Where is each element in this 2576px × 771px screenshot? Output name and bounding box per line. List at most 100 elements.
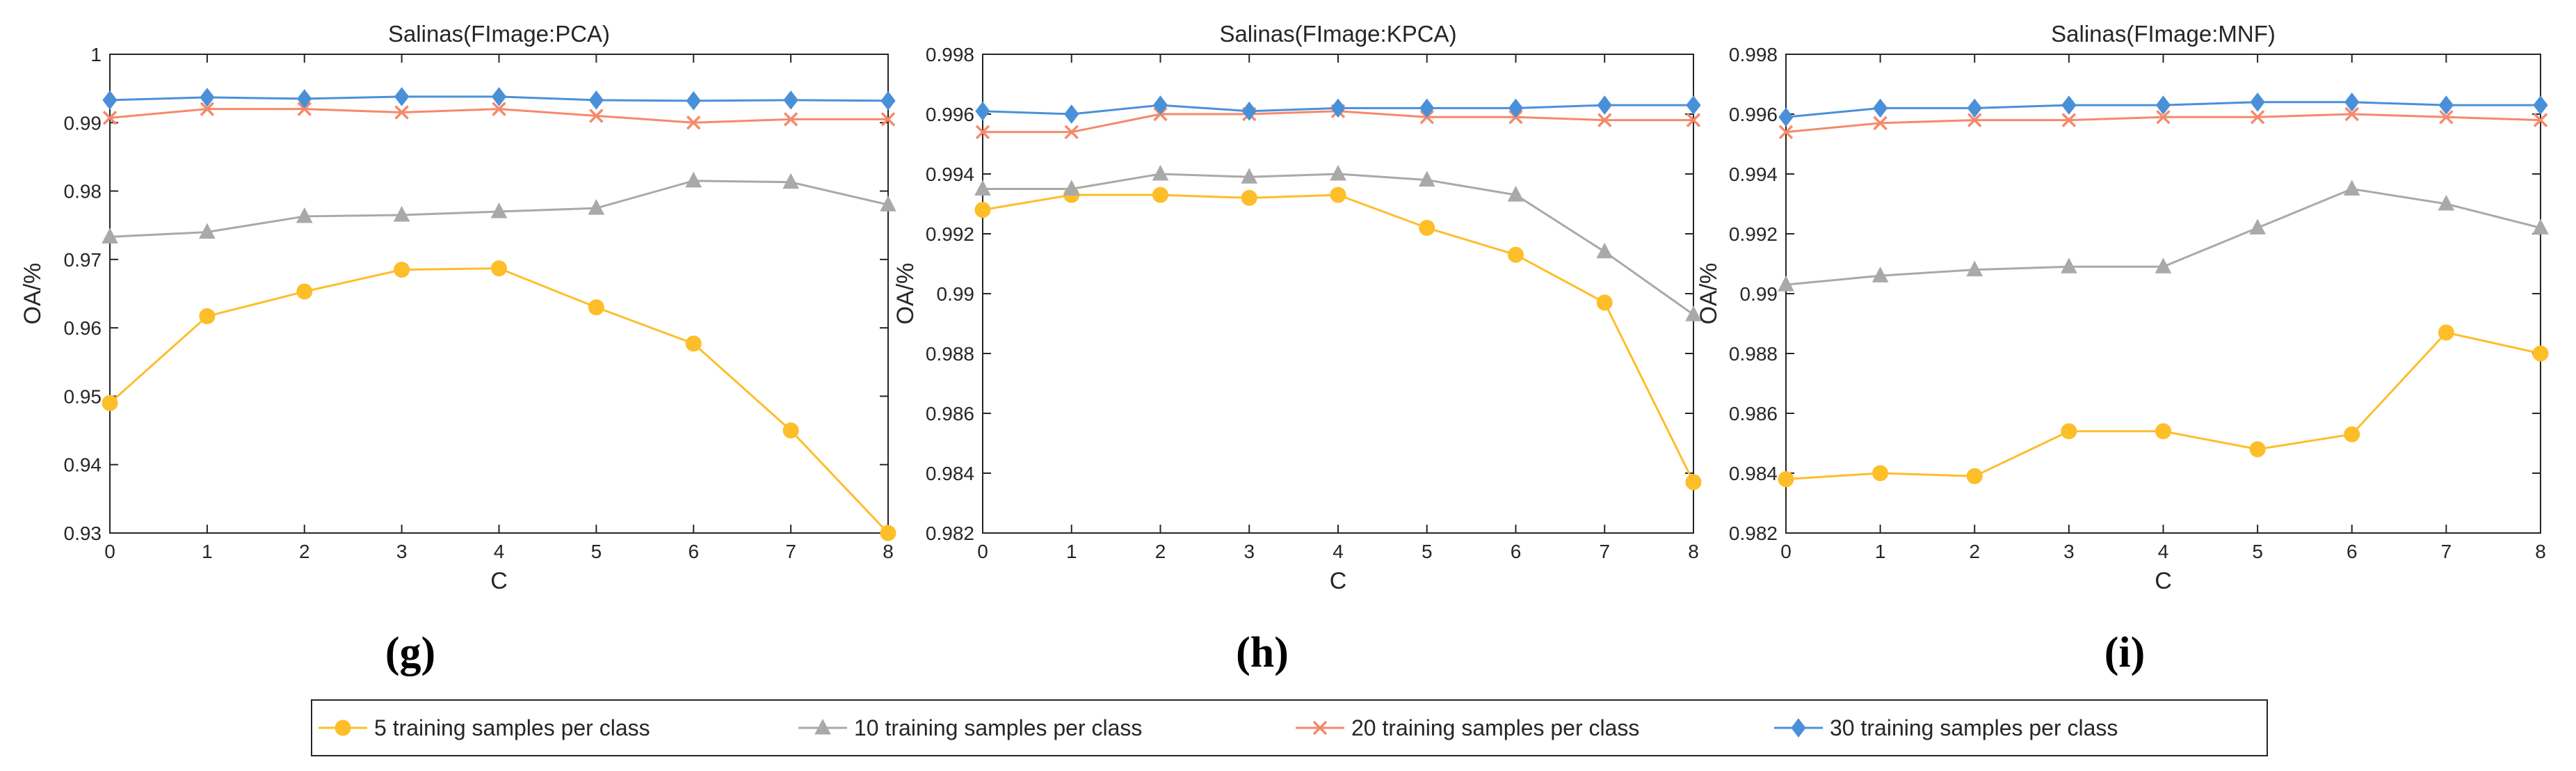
- data-point: [2344, 92, 2360, 112]
- y-tick-label: 1: [90, 44, 102, 65]
- series-0: [974, 186, 1702, 491]
- data-point: [2061, 113, 2077, 127]
- data-point: [1152, 95, 1168, 115]
- legend-marker: [1791, 718, 1806, 738]
- data-point: [102, 90, 118, 110]
- data-point: [1419, 219, 1435, 236]
- data-point: [199, 223, 216, 239]
- x-tick-label: 1: [1875, 541, 1886, 562]
- data-point: [2344, 426, 2360, 443]
- data-point: [1872, 98, 1888, 118]
- y-tick-label: 0.992: [1729, 223, 1778, 245]
- x-axis-label: C: [2155, 568, 2172, 594]
- data-point: [1418, 170, 1435, 187]
- data-point: [1685, 474, 1702, 491]
- chart-panel-2: Salinas(FImage:MNF) 0.982 0.984 0.986 0.988 0…: [1696, 21, 2549, 594]
- data-point: [2155, 257, 2172, 273]
- data-point: [2155, 423, 2171, 440]
- y-tick-label: 0.984: [926, 463, 974, 484]
- data-point: [1686, 113, 1701, 127]
- series-0: [102, 260, 896, 541]
- y-tick-label: 0.99: [1740, 283, 1778, 305]
- data-point: [1330, 98, 1346, 118]
- y-tick-label: 0.988: [926, 343, 974, 365]
- data-point: [782, 173, 799, 189]
- x-axis-label: C: [1330, 568, 1347, 594]
- x-tick-label: 2: [299, 541, 310, 562]
- data-point: [685, 171, 702, 188]
- x-tick-label: 3: [396, 541, 408, 562]
- data-point: [1064, 104, 1079, 124]
- data-point: [2343, 180, 2360, 196]
- y-tick-label: 0.988: [1729, 343, 1778, 365]
- data-point: [102, 111, 118, 125]
- data-point: [1241, 168, 1258, 184]
- legend-marker: [1312, 720, 1328, 736]
- data-point: [1966, 260, 1983, 277]
- legend-marker: [814, 718, 831, 735]
- x-tick-label: 5: [591, 541, 602, 562]
- y-axis-label: OA/%: [19, 263, 46, 325]
- data-point: [102, 228, 118, 244]
- data-point: [1871, 267, 1889, 283]
- data-point: [200, 88, 215, 107]
- data-point: [1508, 98, 1524, 118]
- data-point: [1064, 125, 1079, 140]
- data-point: [685, 335, 702, 352]
- y-tick-label: 0.998: [926, 44, 974, 65]
- y-tick-label: 0.994: [1729, 164, 1778, 185]
- data-point: [1597, 113, 1612, 127]
- y-tick-label: 0.992: [926, 223, 974, 245]
- panel-label: (g): [385, 629, 435, 676]
- x-axis-label: C: [490, 568, 508, 594]
- series-3: [1778, 92, 2548, 127]
- y-tick-label: 0.97: [64, 249, 102, 271]
- legend-box: [311, 699, 2268, 756]
- series-3: [975, 95, 1701, 124]
- legend-label: 30 training samples per class: [1830, 715, 2118, 740]
- legend-label: 20 training samples per class: [1351, 715, 1639, 740]
- data-point: [1241, 189, 1257, 206]
- data-point: [2250, 110, 2265, 125]
- plot-frame: [982, 54, 1694, 534]
- y-tick-label: 0.99: [937, 283, 975, 305]
- x-tick-label: 4: [1333, 541, 1344, 562]
- series-1: [974, 164, 1702, 321]
- data-point: [974, 202, 991, 218]
- y-tick-label: 0.99: [64, 112, 102, 134]
- y-tick-label: 0.996: [926, 104, 974, 125]
- y-tick-label: 0.96: [64, 317, 102, 339]
- x-tick-label: 8: [2535, 541, 2546, 562]
- data-point: [588, 199, 605, 215]
- data-point: [2249, 218, 2266, 235]
- x-tick-label: 1: [1066, 541, 1077, 562]
- data-point: [1330, 186, 1346, 203]
- y-tick-label: 0.986: [926, 403, 974, 424]
- data-point: [2061, 95, 2077, 115]
- data-point: [2250, 92, 2265, 112]
- data-point: [1686, 95, 1701, 115]
- y-tick-label: 0.982: [1729, 523, 1778, 544]
- data-point: [2533, 95, 2548, 115]
- x-tick-label: 5: [1422, 541, 1433, 562]
- plot-frame: [109, 54, 889, 534]
- y-tick-label: 0.994: [926, 164, 974, 185]
- data-point: [1241, 101, 1257, 121]
- data-point: [1872, 465, 1889, 482]
- y-tick-label: 0.998: [1729, 44, 1778, 65]
- data-point: [297, 102, 312, 116]
- data-point: [1596, 242, 1613, 259]
- data-point: [491, 87, 507, 106]
- data-point: [2156, 110, 2171, 125]
- legend-label: 5 training samples per class: [374, 715, 650, 740]
- data-point: [2439, 110, 2454, 125]
- data-point: [393, 205, 410, 222]
- data-point: [1508, 246, 1524, 263]
- x-tick-label: 7: [785, 541, 796, 562]
- y-tick-label: 0.984: [1729, 463, 1778, 484]
- panel-label: (i): [2104, 629, 2146, 676]
- data-point: [1152, 186, 1168, 203]
- x-tick-label: 8: [1688, 541, 1699, 562]
- y-tick-label: 0.98: [64, 181, 102, 202]
